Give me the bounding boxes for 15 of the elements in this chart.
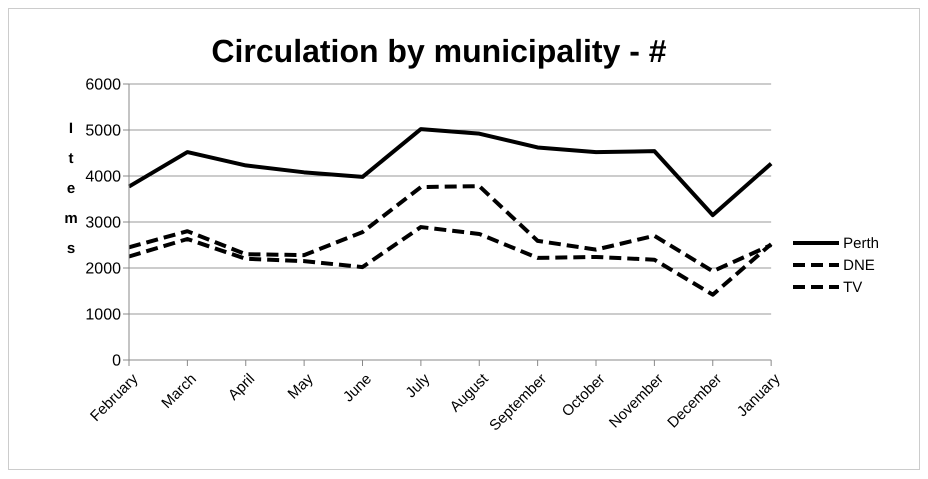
y-tick-label: 4000	[85, 168, 122, 186]
legend-label: Perth	[843, 234, 879, 252]
y-tick-label: 1000	[85, 306, 122, 324]
y-tick-label: 5000	[85, 122, 122, 140]
x-tick-label: May	[284, 370, 317, 403]
x-tick-label: July	[402, 370, 434, 402]
y-tick-label: 3000	[85, 214, 122, 232]
chart-title: Circulation by municipality - #	[210, 33, 668, 70]
y-tick-label: 6000	[85, 76, 122, 94]
line-series	[127, 127, 774, 218]
legend-label: DNE	[843, 256, 875, 274]
y-tick-label: 0	[112, 352, 122, 370]
y-tick-label: 2000	[85, 260, 122, 278]
y-axis-title: Items	[63, 119, 79, 259]
legend-label: TV	[843, 278, 862, 296]
